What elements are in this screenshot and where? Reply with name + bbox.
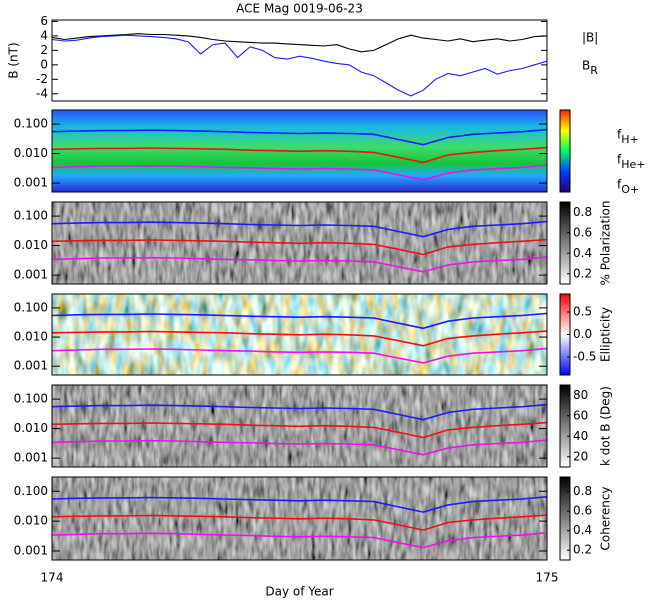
y-tick-label: 0.001 — [14, 176, 48, 190]
y-tick-label: 0.010 — [14, 421, 48, 435]
colorbar-tick-label: 0.6 — [573, 225, 592, 239]
legend-entry: |B| — [582, 31, 598, 45]
x-axis-label: Day of Year — [265, 585, 333, 599]
frequency-line — [51, 439, 548, 456]
y-tick-label: 0 — [40, 57, 48, 71]
y-tick-label: 0.001 — [14, 451, 48, 465]
x-tick-label: 174 — [41, 571, 64, 585]
y-tick-label: 4 — [40, 28, 48, 42]
colorbar-tick-label: 0.4 — [573, 246, 592, 260]
colorbar-label: k dot B (Deg) — [599, 386, 613, 466]
plot-frame — [51, 384, 548, 468]
colorbar-label: Ellipticity — [599, 307, 613, 362]
colorbar-tick-label: 0.2 — [573, 543, 592, 557]
frequency-line — [51, 496, 548, 513]
frequency-line — [51, 514, 548, 531]
frequency-line — [51, 220, 548, 238]
y-tick-label: 2 — [40, 43, 48, 57]
colorbar-label: Coherency — [599, 486, 613, 550]
colorbar-tick-label: 20 — [573, 449, 588, 463]
frequency-line — [51, 347, 548, 364]
colorbar-tick-label: 0.4 — [573, 523, 592, 537]
y-tick-label: 6 — [40, 14, 48, 28]
y-tick-label: -4 — [36, 86, 48, 100]
frequency-line — [51, 164, 548, 181]
y-tick-label: 0.010 — [14, 330, 48, 344]
line-series — [51, 34, 548, 97]
colorbar-tick-label: 40 — [573, 429, 588, 443]
y-tick-label: -2 — [36, 72, 48, 86]
plot-frame — [51, 476, 548, 561]
colorbar-tick-label: 0.0 — [573, 327, 592, 341]
plot-frame — [51, 293, 548, 376]
colorbar-label: % Polarization — [599, 201, 613, 286]
y-tick-label: 0.010 — [14, 146, 48, 160]
colorbar-tick-label: 0.8 — [573, 205, 592, 219]
colorbar — [559, 201, 571, 285]
plot-frame — [51, 19, 548, 102]
plot-frame — [51, 109, 548, 193]
colorbar — [559, 384, 571, 468]
legend-entry: BR — [582, 59, 598, 78]
colorbar — [559, 109, 571, 193]
legend-entry: fH+ — [617, 128, 639, 147]
y-tick-label: 0.010 — [14, 238, 48, 252]
colorbar-tick-label: 80 — [573, 388, 588, 402]
y-tick-label: 0.100 — [14, 484, 48, 498]
colorbar-tick-label: 0.6 — [573, 504, 592, 518]
y-tick-label: 0.100 — [14, 392, 48, 406]
y-tick-label: 0.100 — [14, 117, 48, 131]
frequency-line — [51, 256, 548, 273]
frequency-line — [51, 128, 548, 146]
frequency-line — [51, 330, 548, 347]
colorbar-tick-label: 0.5 — [573, 305, 592, 319]
frequency-line — [51, 421, 548, 439]
legend-entry: fO+ — [617, 178, 639, 197]
legend-entry: fHe+ — [617, 153, 646, 172]
frequency-line — [51, 403, 548, 421]
frequency-line — [51, 238, 548, 256]
y-tick-label: 0.001 — [14, 268, 48, 282]
colorbar-tick-label: 0.8 — [573, 484, 592, 498]
plot-frame — [51, 201, 548, 285]
colorbar-tick-label: -0.5 — [573, 350, 596, 364]
y-tick-label: 0.100 — [14, 209, 48, 223]
y-axis-label: B (nT) — [7, 42, 21, 78]
frequency-line — [51, 312, 548, 330]
y-tick-label: 0.001 — [14, 359, 48, 373]
colorbar-tick-label: 0.2 — [573, 266, 592, 280]
frequency-line — [51, 146, 548, 164]
y-tick-label: 0.100 — [14, 300, 48, 314]
y-tick-label: 0.001 — [14, 544, 48, 558]
y-tick-label: 0.010 — [14, 514, 48, 528]
x-tick-label: 175 — [536, 571, 559, 585]
chart-title: ACE Mag 0019-06-23 — [236, 2, 363, 16]
line-series — [51, 33, 548, 53]
colorbar — [559, 476, 571, 561]
colorbar-tick-label: 60 — [573, 408, 588, 422]
frequency-line — [51, 531, 548, 549]
